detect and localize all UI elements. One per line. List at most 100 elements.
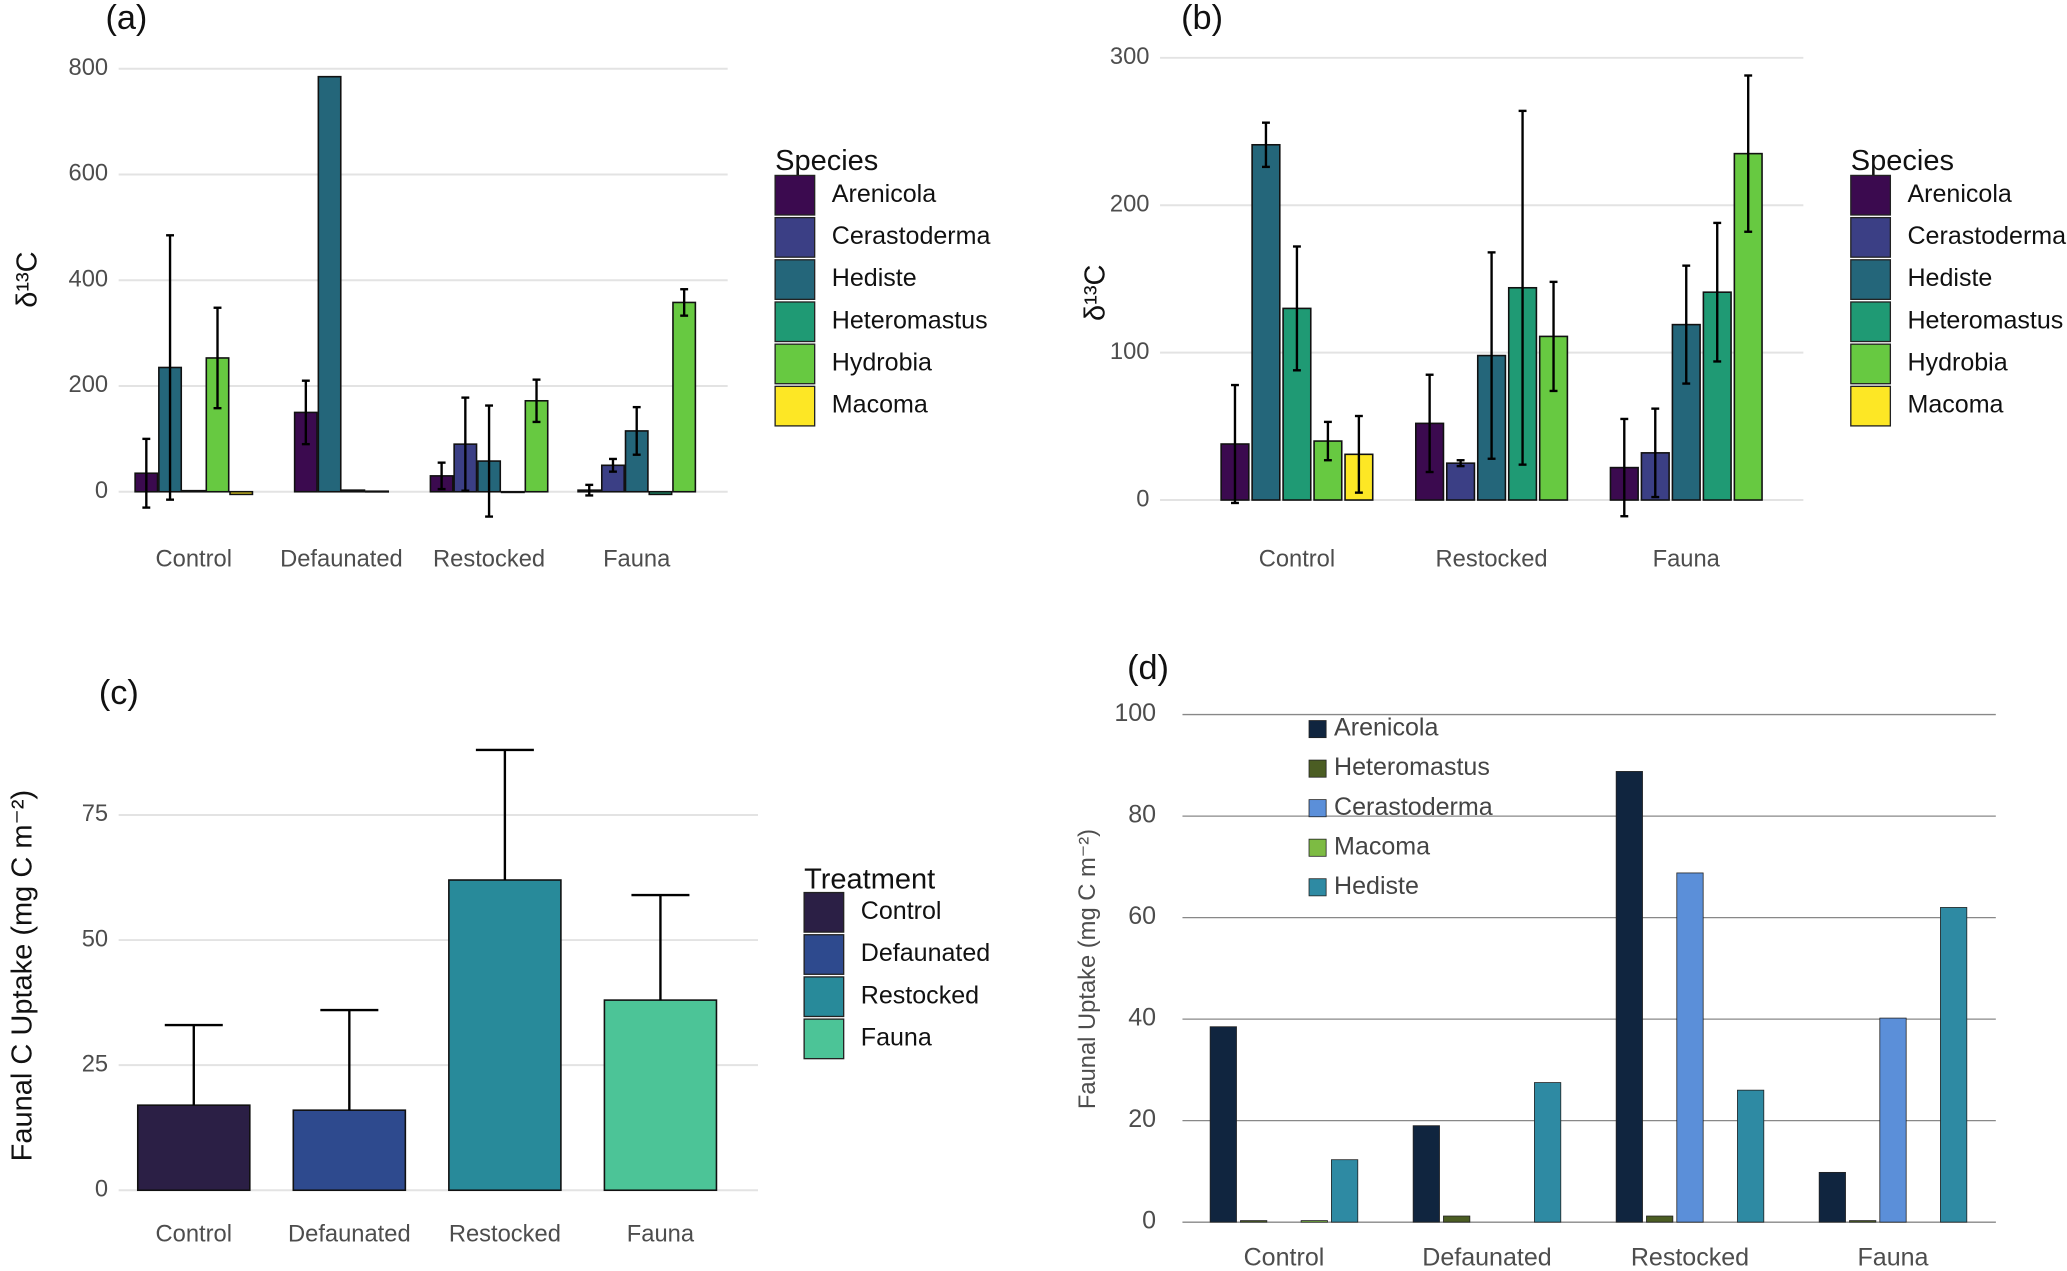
bar xyxy=(448,879,562,1192)
bar xyxy=(1733,152,1763,501)
y-tick-label: 40 xyxy=(1128,1004,1156,1032)
bar xyxy=(1646,1215,1674,1223)
bar xyxy=(1879,1017,1907,1223)
legend-label: Arenicola xyxy=(1334,714,1438,742)
legend-title: Species xyxy=(1851,145,1954,177)
legend-label: Macoma xyxy=(1334,832,1430,860)
panel-label: (b) xyxy=(1181,0,1223,37)
y-tick-label: 25 xyxy=(82,1051,108,1077)
legend-label: Restocked xyxy=(861,981,979,1009)
y-tick-label: 800 xyxy=(69,55,109,81)
y-tick-label: 0 xyxy=(95,478,108,504)
x-tick-label: Restocked xyxy=(1631,1244,1749,1271)
legend-swatch xyxy=(1850,216,1892,258)
bar xyxy=(229,490,254,496)
bar xyxy=(1615,771,1643,1223)
y-axis-label: δ¹³C xyxy=(12,251,44,307)
x-tick-label: Restocked xyxy=(433,547,545,573)
legend-label: Heteromastus xyxy=(832,306,988,334)
legend-title: Species xyxy=(775,145,878,177)
y-tick-label: 400 xyxy=(69,267,109,293)
y-axis-label: δ¹³C xyxy=(1079,265,1111,321)
bar xyxy=(1534,1082,1562,1223)
legend-swatch xyxy=(803,891,845,933)
legend-label: Hydrobia xyxy=(832,349,932,377)
bar xyxy=(1849,1220,1877,1223)
bar xyxy=(1737,1089,1765,1223)
bar xyxy=(1251,143,1281,501)
y-tick-label: 50 xyxy=(82,926,108,952)
x-tick-label: Defaunated xyxy=(1422,1244,1551,1271)
legend-swatch xyxy=(1308,720,1327,739)
y-tick-label: 0 xyxy=(1136,486,1149,512)
x-tick-label: Control xyxy=(156,1222,232,1248)
y-tick-label: 200 xyxy=(1110,191,1150,217)
legend-swatch xyxy=(1308,799,1327,818)
y-tick-label: 100 xyxy=(1114,699,1156,727)
legend-swatch xyxy=(1308,838,1327,857)
x-tick-label: Control xyxy=(156,547,232,573)
legend-swatch xyxy=(774,216,816,258)
legend-swatch xyxy=(774,343,816,385)
x-tick-label: Defaunated xyxy=(288,1222,411,1248)
legend-swatch xyxy=(1850,385,1892,427)
legend-label: Arenicola xyxy=(1907,180,2011,208)
bar xyxy=(500,490,525,494)
bar xyxy=(1443,1215,1471,1223)
bar xyxy=(1818,1171,1846,1223)
bar xyxy=(1412,1125,1440,1223)
bar xyxy=(1676,872,1704,1223)
legend-swatch xyxy=(1850,343,1892,385)
y-axis-label: Faunal C Uptake (mg C m⁻²) xyxy=(6,790,38,1161)
y-tick-label: 100 xyxy=(1110,339,1150,365)
x-tick-label: Fauna xyxy=(627,1222,695,1248)
legend-label: Heteromastus xyxy=(1334,753,1490,781)
bar xyxy=(1331,1159,1359,1223)
legend-swatch xyxy=(1308,878,1327,897)
y-tick-label: 75 xyxy=(82,801,108,827)
bar xyxy=(292,1109,407,1192)
legend-label: Cerastoderma xyxy=(1907,222,2066,250)
bar xyxy=(1209,1026,1237,1223)
legend-label: Hediste xyxy=(832,264,917,292)
y-axis-label: Faunal Uptake (mg C m⁻²) xyxy=(1075,829,1101,1109)
legend-swatch xyxy=(774,301,816,343)
y-tick-label: 20 xyxy=(1128,1105,1156,1133)
legend-swatch xyxy=(803,976,845,1018)
legend-swatch xyxy=(1850,259,1892,301)
legend-swatch xyxy=(774,174,816,216)
legend-label: Hediste xyxy=(1907,264,1992,292)
y-tick-label: 0 xyxy=(1142,1207,1156,1235)
bar xyxy=(672,301,697,493)
x-tick-label: Fauna xyxy=(603,547,671,573)
x-tick-label: Fauna xyxy=(1858,1244,1929,1271)
panel-label: (a) xyxy=(105,0,147,37)
y-tick-label: 300 xyxy=(1110,44,1150,70)
legend-label: Control xyxy=(861,897,942,925)
panel-label: (d) xyxy=(1127,649,1169,687)
legend-swatch xyxy=(1850,174,1892,216)
legend-label: Heteromastus xyxy=(1907,306,2063,334)
legend-label: Macoma xyxy=(1907,391,2003,419)
x-tick-label: Control xyxy=(1244,1244,1325,1271)
bar xyxy=(1940,907,1968,1223)
legend-swatch xyxy=(803,934,845,975)
bar xyxy=(181,489,206,493)
legend-swatch xyxy=(803,1018,845,1060)
legend-swatch xyxy=(1308,759,1327,778)
legend-swatch xyxy=(774,385,816,427)
x-tick-label: Restocked xyxy=(1436,547,1548,573)
x-tick-label: Restocked xyxy=(449,1222,561,1248)
bar xyxy=(1445,462,1476,501)
legend-title: Treatment xyxy=(804,863,935,895)
panel-label: (c) xyxy=(99,674,139,712)
bar xyxy=(1240,1220,1268,1223)
y-tick-label: 80 xyxy=(1128,801,1156,829)
legend-label: Cerastoderma xyxy=(1334,793,1493,821)
bar xyxy=(341,489,366,493)
legend-label: Fauna xyxy=(861,1023,932,1051)
legend-label: Defaunated xyxy=(861,939,990,967)
y-tick-label: 200 xyxy=(69,372,109,398)
x-tick-label: Defaunated xyxy=(280,547,403,573)
